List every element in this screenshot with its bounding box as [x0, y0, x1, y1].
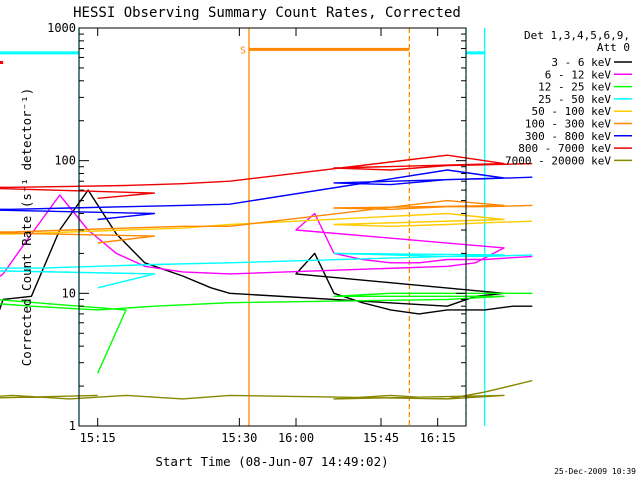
legend-label-4: 50 - 100 keV — [532, 105, 612, 118]
y-tick-label-3: 1000 — [47, 21, 76, 35]
x-tick-label-2: 15:30 — [221, 431, 257, 445]
series-line-7 — [0, 154, 533, 199]
x-tick-label-5: 16:15 — [420, 431, 456, 445]
legend-label-3: 25 - 50 keV — [538, 93, 611, 106]
legend-label-2: 12 - 25 keV — [538, 81, 611, 94]
plot-frame — [78, 27, 467, 427]
legend-label-1: 6 - 12 keV — [545, 68, 612, 81]
date-stamp: 25-Dec-2009 10:39 — [554, 467, 636, 476]
x-tick-label-3: 15:45 — [363, 431, 399, 445]
series-line-1 — [0, 194, 533, 278]
x-axis-label: Start Time (08-Jun-07 14:49:02) — [155, 454, 388, 469]
legend-label-5: 100 - 300 keV — [525, 118, 611, 131]
legend-label-8: 7000 - 20000 keV — [505, 154, 611, 167]
chart-title: HESSI Observing Summary Count Rates, Cor… — [73, 5, 461, 21]
legend-header-line2: Att 0 — [597, 41, 630, 54]
series-line-8 — [0, 379, 533, 400]
series-line-6 — [0, 169, 533, 221]
legend-label-0: 3 - 6 keV — [551, 56, 611, 69]
legend-label-6: 300 - 800 keV — [525, 130, 611, 143]
series-line-4 — [0, 212, 533, 235]
series-line-2 — [0, 292, 533, 374]
plot-area: NFS — [0, 28, 533, 426]
x-tick-label-1: 15:15 — [80, 431, 116, 445]
legend-header-line1: Det 1,3,4,5,6,9, — [524, 29, 630, 42]
y-tick-label-0: 1 — [69, 419, 76, 433]
y-tick-label-1: 10 — [62, 286, 76, 300]
series-line-5 — [0, 199, 533, 244]
x-tick-label-4: 16:00 — [278, 431, 314, 445]
flag-label-s: S — [240, 45, 246, 56]
y-axis-label: Corrected Count Rate (s⁻¹ detector⁻¹) — [19, 88, 34, 366]
legend-label-7: 800 - 7000 keV — [518, 142, 611, 155]
y-axis: 1 10 100 1000 — [47, 21, 466, 433]
y-tick-label-2: 100 — [54, 154, 76, 168]
series-line-3 — [0, 252, 533, 289]
